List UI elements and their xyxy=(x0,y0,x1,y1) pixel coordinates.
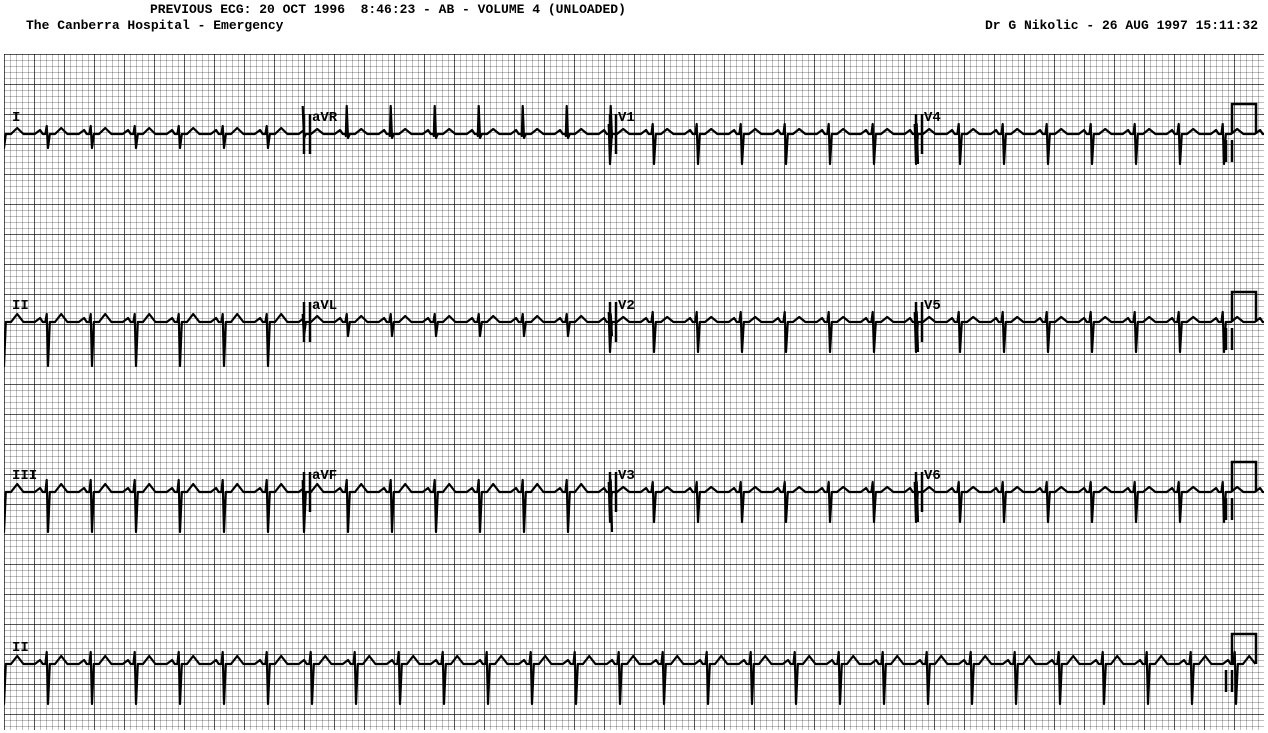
lead-label-V5: V5 xyxy=(924,298,941,314)
lead-label-aVL: aVL xyxy=(312,298,337,314)
prev-ecg-header: PREVIOUS ECG: 20 OCT 1996 8:46:23 - AB -… xyxy=(150,2,626,17)
signed-header: Dr G Nikolic - 26 AUG 1997 15:11:32 xyxy=(985,18,1258,33)
lead-label-aVF: aVF xyxy=(312,468,337,484)
lead-label-II: II xyxy=(12,298,29,314)
lead-label-II: II xyxy=(12,640,29,656)
lead-label-V2: V2 xyxy=(618,298,635,314)
lead-label-V6: V6 xyxy=(924,468,941,484)
lead-label-aVR: aVR xyxy=(312,110,337,126)
lead-label-I: I xyxy=(12,110,20,126)
ecg-grid xyxy=(4,54,1264,730)
lead-label-V3: V3 xyxy=(618,468,635,484)
hospital-header: The Canberra Hospital - Emergency xyxy=(26,18,283,33)
lead-label-V4: V4 xyxy=(924,110,941,126)
lead-label-III: III xyxy=(12,468,37,484)
lead-label-V1: V1 xyxy=(618,110,635,126)
